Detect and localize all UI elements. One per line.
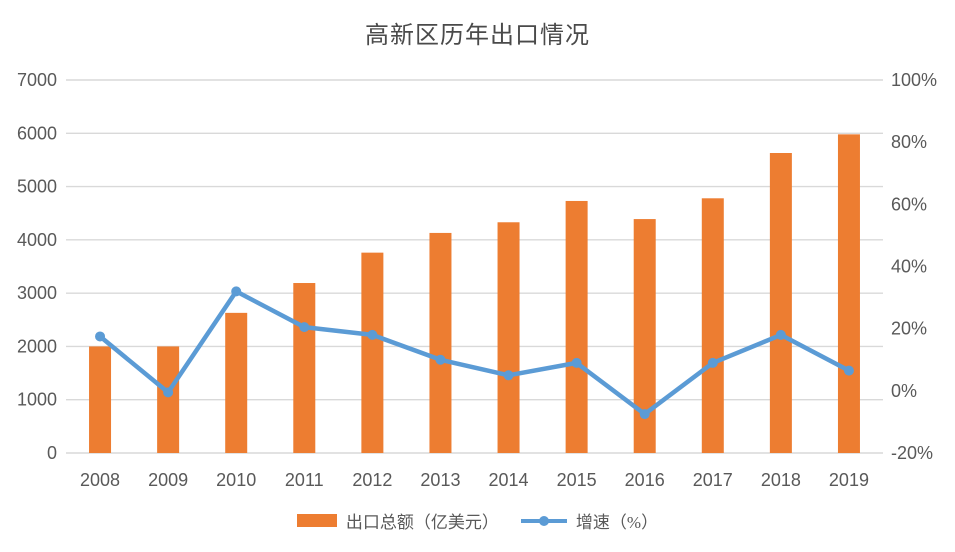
- bar-2018: [769, 153, 792, 453]
- left-axis-tick-label: 2000: [17, 336, 57, 356]
- x-axis-label-2008: 2008: [80, 470, 120, 490]
- line-marker-2018: [775, 329, 786, 340]
- line-marker-2011: [299, 322, 310, 333]
- x-axis-label-2017: 2017: [693, 470, 733, 490]
- right-axis-tick-label: 20%: [891, 319, 927, 339]
- bar-2015: [565, 200, 588, 453]
- bar-2013: [429, 232, 452, 453]
- chart-canvas: 0 1000 2000 3000 4000 5000 6000 7000 -20% 0% 20% 40…: [17, 70, 937, 490]
- x-axis-label-2009: 2009: [148, 470, 188, 490]
- x-axis-label-2019: 2019: [829, 470, 869, 490]
- right-axis-tick-label: 100%: [891, 70, 937, 90]
- x-axis-label-2011: 2011: [285, 470, 324, 490]
- line-marker-2012: [367, 329, 378, 340]
- chart-title: 高新区历年出口情况: [365, 23, 590, 49]
- bar-2019: [837, 134, 860, 453]
- line-marker-2016: [639, 409, 650, 420]
- right-axis-tick-label: 0%: [891, 381, 917, 401]
- bar-2009: [157, 346, 180, 453]
- bar-2016: [633, 219, 656, 453]
- left-axis-tick-label: 1000: [17, 390, 57, 410]
- legend-bar-label: 出口总额（亿美元）: [345, 513, 499, 532]
- chart-legend: 出口总额（亿美元） 增速（%）: [0, 508, 955, 533]
- left-axis-tick-label: 7000: [17, 70, 57, 90]
- line-marker-2014: [503, 370, 514, 381]
- line-marker-2009: [163, 387, 174, 398]
- bar-2012: [361, 252, 384, 453]
- line-marker-2015: [571, 357, 582, 368]
- legend-item-exports: 出口总额（亿美元）: [296, 508, 499, 533]
- x-axis-label-2012: 2012: [352, 470, 392, 490]
- x-axis-label-2018: 2018: [761, 470, 801, 490]
- left-axis-tick-label: 3000: [17, 283, 57, 303]
- line-swatch-marker-icon: [538, 515, 549, 526]
- legend-item-growth: 增速（%）: [520, 508, 659, 533]
- line-series-swatch: [520, 515, 567, 526]
- left-axis-tick-label: 5000: [17, 177, 57, 197]
- right-axis-tick-label: -20%: [891, 443, 933, 463]
- x-axis-label-2010: 2010: [216, 470, 256, 490]
- x-axis-label-2014: 2014: [489, 470, 529, 490]
- right-axis-tick-label: 60%: [891, 194, 927, 214]
- bar-series-swatch: [296, 514, 337, 527]
- bar-2011: [293, 283, 316, 453]
- bar-2010: [225, 312, 248, 453]
- left-axis-tick-label: 0: [47, 443, 57, 463]
- bar-2014: [497, 222, 520, 453]
- line-marker-2010: [231, 286, 242, 297]
- right-axis-tick-label: 80%: [891, 132, 927, 152]
- x-axis-label-2015: 2015: [557, 470, 597, 490]
- line-marker-2013: [435, 354, 446, 365]
- left-axis-tick-label: 4000: [17, 230, 57, 250]
- x-axis-label-2013: 2013: [420, 470, 460, 490]
- x-axis-label-2016: 2016: [625, 470, 665, 490]
- line-marker-2019: [843, 365, 854, 376]
- line-marker-2008: [95, 331, 106, 342]
- line-marker-2017: [707, 357, 718, 368]
- bar-2017: [701, 198, 724, 453]
- legend-line-label: 增速（%）: [575, 513, 659, 532]
- bar-2008: [89, 346, 112, 453]
- growth-line: [97, 289, 852, 417]
- left-axis-tick-label: 6000: [17, 123, 57, 143]
- right-axis-tick-label: 40%: [891, 257, 927, 277]
